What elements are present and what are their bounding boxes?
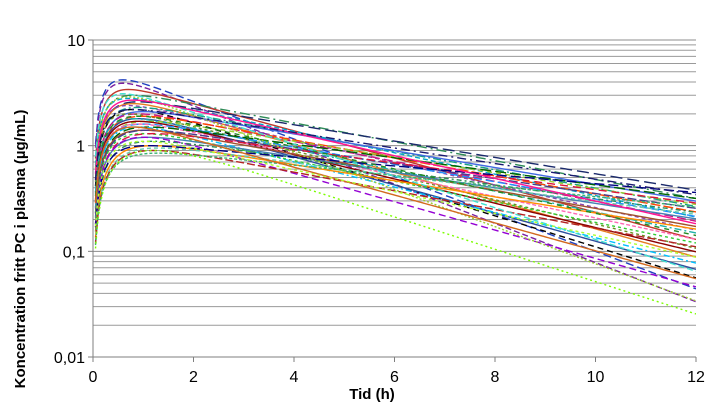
y-tick-label: 1 xyxy=(76,139,85,156)
series-line xyxy=(94,126,696,264)
x-tick-label: 2 xyxy=(189,369,198,386)
series-line xyxy=(94,126,696,280)
series-line xyxy=(94,140,696,232)
series-line xyxy=(94,113,696,250)
plot-gridlines xyxy=(93,39,696,358)
series-line xyxy=(94,117,696,234)
series-line xyxy=(94,97,696,218)
x-tick-label: 12 xyxy=(687,369,705,386)
series-line xyxy=(94,144,696,238)
plot-axes xyxy=(88,39,697,362)
series-line xyxy=(94,101,696,191)
x-tick-label: 4 xyxy=(290,369,299,386)
y-axis-label: Koncentration fritt PC i plasma (µg/mL) xyxy=(12,110,29,389)
x-axis-label: Tid (h) xyxy=(349,386,395,403)
series-line xyxy=(94,136,696,288)
y-tick-label: 10 xyxy=(67,33,85,50)
series-line xyxy=(94,93,696,272)
y-tick-labels: 0,01 0,1 1 10 xyxy=(54,33,85,367)
series-line xyxy=(94,129,696,217)
series-line xyxy=(94,82,696,303)
series-line xyxy=(94,129,696,228)
series-line xyxy=(94,132,696,224)
series-line xyxy=(94,126,696,213)
series-line xyxy=(94,136,696,225)
series-line xyxy=(94,115,696,237)
series-line xyxy=(94,99,696,225)
y-tick-label: 0,1 xyxy=(63,244,85,261)
series-line xyxy=(94,149,696,315)
x-tick-label: 6 xyxy=(390,369,399,386)
series-line xyxy=(94,96,696,302)
x-tick-label: 0 xyxy=(89,369,98,386)
series-line xyxy=(94,108,696,196)
series-line xyxy=(94,79,696,290)
series-line xyxy=(94,123,696,241)
plot-curves xyxy=(94,79,696,315)
series-line xyxy=(94,140,696,258)
series-line xyxy=(94,120,696,209)
x-tick-labels: 0 2 4 6 8 10 12 xyxy=(89,369,705,386)
x-tick-label: 10 xyxy=(587,369,605,386)
x-tick-label: 8 xyxy=(491,369,500,386)
series-line xyxy=(94,94,696,200)
y-tick-label: 0,01 xyxy=(54,350,85,367)
